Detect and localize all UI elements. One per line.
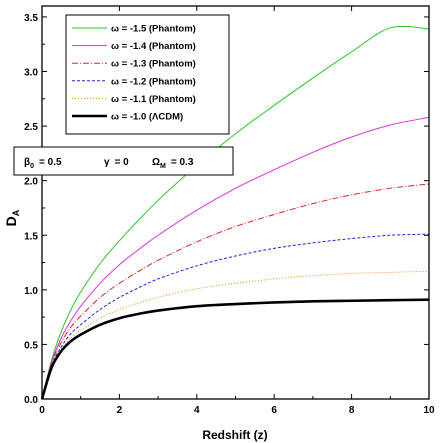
param-gamma: γ = 0 — [104, 157, 129, 168]
legend-label-2: ω = -1.3 (Phantom) — [111, 59, 196, 70]
legend-label-0: ω = -1.5 (Phantom) — [111, 24, 196, 35]
y-axis-title: DA — [3, 209, 21, 226]
legend-label-4: ω = -1.1 (Phantom) — [111, 94, 196, 105]
param-omega-m: ΩM = 0.3 — [152, 157, 194, 170]
x-tick-label: 10 — [423, 405, 435, 416]
legend-items: ω = -1.5 (Phantom) ω = -1.4 (Phantom) ω = … — [72, 24, 196, 123]
legend-label-5: ω = -1.0 (ΛCDM) — [111, 112, 183, 123]
legend-frame — [65, 14, 230, 135]
x-axis-title: Redshift (z) — [202, 428, 267, 442]
axis-ticks: 0 2 4 6 8 10 0.0 0.5 1.0 1.5 2.0 2.5 3.0 3.5 — [24, 6, 435, 416]
legend-label-1: ω = -1.4 (Phantom) — [111, 41, 196, 52]
y-tick-label: 1.5 — [24, 231, 38, 242]
series-line-4 — [41, 270, 430, 400]
series-line-2 — [41, 183, 430, 400]
y-tick-label: 0.5 — [24, 340, 38, 351]
param-beta: β0 = 0.5 — [24, 157, 62, 170]
x-tick-label: 6 — [271, 405, 277, 416]
series-line-5 — [40, 298, 430, 400]
y-tick-label: 0.0 — [24, 395, 38, 406]
x-tick-label: 4 — [194, 405, 200, 416]
parameters-box: β0 = 0.5 γ = 0 ΩM = 0.3 — [13, 146, 234, 176]
series-lines — [40, 25, 430, 400]
series-line-1 — [41, 116, 430, 400]
series-line-0 — [41, 25, 430, 400]
y-tick-label: 2.5 — [24, 122, 38, 133]
x-tick-label: 0 — [39, 405, 45, 416]
parameters-frame — [13, 146, 234, 176]
y-tick-label: 3.5 — [24, 13, 38, 24]
series-line-3 — [41, 233, 430, 400]
x-tick-label: 8 — [349, 405, 355, 416]
y-tick-label: 3.0 — [24, 68, 38, 79]
x-tick-label: 2 — [117, 405, 123, 416]
legend-label-3: ω = -1.2 (Phantom) — [111, 76, 196, 87]
y-tick-label: 2.0 — [24, 177, 38, 188]
y-tick-label: 1.0 — [24, 286, 38, 297]
legend-box: ω = -1.5 (Phantom) ω = -1.4 (Phantom) ω = … — [65, 14, 230, 135]
